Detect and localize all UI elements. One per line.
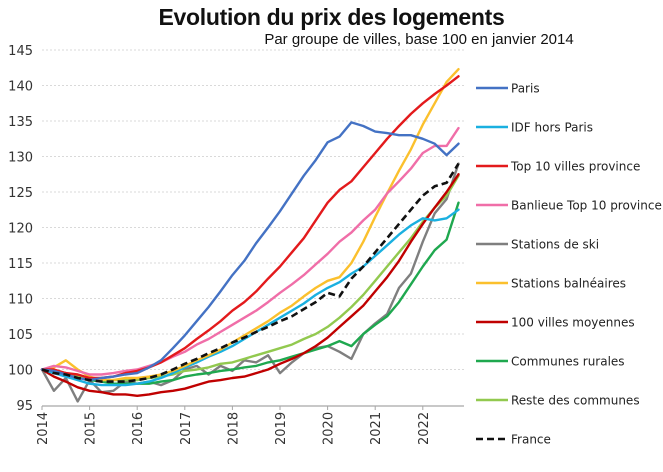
legend: Paris IDF hors Paris Top 10 villes provinc…: [476, 82, 662, 447]
y-tick-label: 140: [8, 80, 33, 95]
x-tick-label: 2020: [322, 412, 337, 445]
y-tick-label: 110: [8, 293, 33, 308]
x-tick-label: 2016: [131, 412, 146, 445]
y-tick-label: 125: [8, 186, 33, 201]
x-tick-label: 2021: [369, 412, 384, 445]
legend-item: IDF hors Paris: [476, 121, 593, 135]
series-line-stations-de-ski: [40, 162, 460, 403]
chart-title: Evolution du prix des logements: [158, 4, 505, 30]
legend-item: Communes rurales: [476, 355, 625, 369]
legend-item: Top 10 villes province: [476, 160, 640, 174]
legend-label: IDF hors Paris: [511, 121, 593, 135]
legend-label: 100 villes moyennes: [511, 316, 635, 330]
y-tick-label: 105: [8, 328, 33, 343]
y-tick-label: 115: [8, 257, 33, 272]
legend-label: Banlieue Top 10 province: [511, 199, 662, 213]
series-line-100-villes-moyennes: [40, 173, 460, 397]
x-tick-label: 2019: [274, 412, 289, 445]
y-tick-label: 135: [8, 115, 33, 130]
legend-label: Top 10 villes province: [510, 160, 640, 174]
legend-item: Paris: [476, 82, 540, 96]
x-tick-label: 2018: [226, 412, 241, 445]
legend-item: Stations balnéaires: [476, 277, 626, 291]
y-tick-label: 120: [8, 222, 33, 237]
legend-label: France: [511, 433, 551, 447]
legend-item: Banlieue Top 10 province: [476, 199, 662, 213]
x-tick-label: 2017: [179, 412, 194, 445]
gridlines: [42, 49, 464, 370]
series-line-idf-hors-paris: [40, 208, 460, 387]
legend-item: 100 villes moyennes: [476, 316, 635, 330]
legend-item: France: [476, 433, 551, 447]
legend-label: Stations de ski: [511, 238, 599, 252]
x-axis: 2014 2015 2016 2017 2018 2019 2020 2021 2022: [36, 405, 464, 445]
series-line-banlieue-top-10-province: [40, 126, 460, 376]
legend-label: Paris: [511, 82, 540, 96]
legend-label: Reste des communes: [511, 394, 640, 408]
x-tick-label: 2014: [36, 412, 51, 445]
series-line-communes-rurales: [40, 201, 460, 385]
legend-item: Stations de ski: [476, 238, 599, 252]
legend-label: Communes rurales: [511, 355, 625, 369]
x-tick-label: 2015: [84, 412, 99, 445]
series-line-reste-des-communes: [40, 174, 460, 382]
y-tick-label: 95: [16, 399, 33, 414]
legend-item: Reste des communes: [476, 394, 640, 408]
series-line-paris: [40, 121, 460, 382]
y-tick-label: 100: [8, 364, 33, 379]
series-line-stations-baln-aires: [40, 67, 460, 382]
y-axis: 95 100 105 110 115 120 125 130 135 140 145: [8, 44, 33, 414]
chart-subtitle: Par groupe de villes, base 100 en janvie…: [264, 31, 574, 48]
series-line-france: [41, 162, 460, 383]
series-lines: [40, 67, 460, 403]
y-tick-label: 145: [8, 44, 33, 59]
y-tick-label: 130: [8, 151, 33, 166]
x-tick-label: 2022: [417, 412, 432, 445]
legend-label: Stations balnéaires: [511, 277, 626, 291]
